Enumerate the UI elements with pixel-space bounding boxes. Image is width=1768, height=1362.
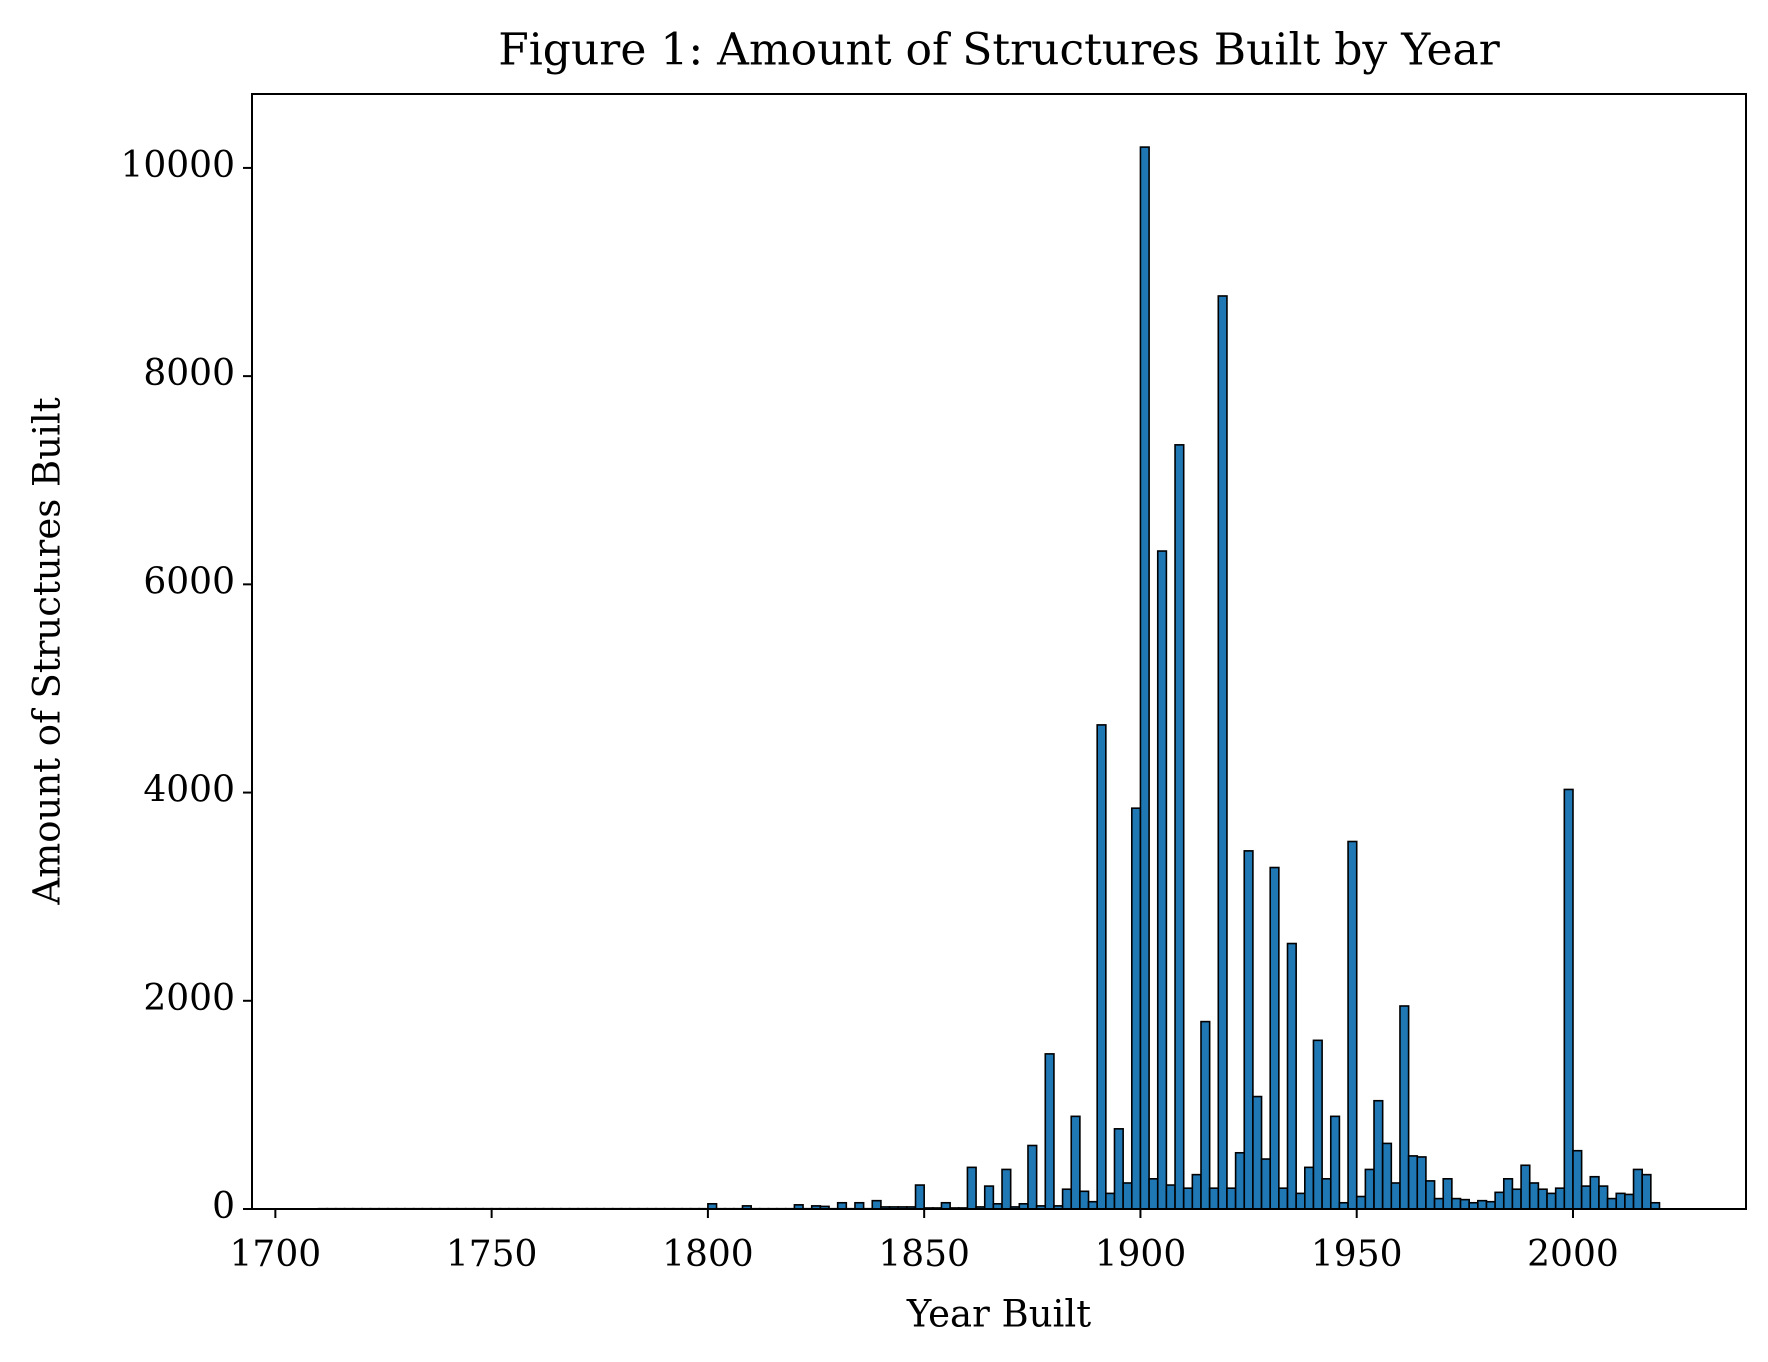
y-tick-label: 10000 <box>120 145 235 186</box>
bar <box>1044 1053 1055 1210</box>
bar <box>1234 1151 1246 1210</box>
bar <box>1425 1180 1436 1210</box>
bar <box>1606 1197 1618 1210</box>
x-tick-label: 1950 <box>1311 1234 1403 1275</box>
bar <box>1589 1175 1600 1210</box>
bar <box>1070 1115 1081 1210</box>
bar <box>1563 788 1574 1210</box>
bar <box>966 1166 977 1210</box>
bar <box>1390 1182 1401 1210</box>
bar <box>1079 1190 1090 1210</box>
y-tick-label: 6000 <box>143 561 235 602</box>
bar <box>1295 1192 1306 1210</box>
bar <box>1373 1099 1384 1210</box>
bar <box>1321 1178 1332 1210</box>
y-tick-label: 2000 <box>143 978 235 1019</box>
bar <box>1113 1128 1124 1210</box>
bar <box>1554 1187 1566 1210</box>
bar <box>1580 1185 1592 1210</box>
bar <box>1364 1168 1375 1210</box>
bar <box>1477 1199 1488 1210</box>
bar <box>1355 1195 1367 1210</box>
bar <box>1632 1168 1643 1210</box>
bar <box>1347 840 1358 1210</box>
bar <box>1494 1191 1505 1210</box>
bar <box>1156 550 1168 1210</box>
bar <box>1278 1187 1289 1210</box>
x-tick-label: 1800 <box>662 1234 754 1275</box>
bar <box>1200 1020 1211 1210</box>
bar <box>1520 1164 1531 1210</box>
bar <box>1304 1166 1315 1210</box>
bar <box>1165 1184 1176 1210</box>
bar <box>1139 146 1150 1210</box>
bar <box>1001 1168 1012 1210</box>
bar <box>1252 1095 1263 1210</box>
bar <box>1061 1188 1073 1210</box>
bar <box>1329 1115 1341 1210</box>
bar <box>1537 1188 1548 1210</box>
bar <box>1027 1144 1038 1210</box>
bar <box>1174 444 1185 1210</box>
x-tick-label: 1750 <box>446 1234 538 1275</box>
bar <box>1122 1182 1133 1210</box>
bar <box>1130 807 1142 1210</box>
bar <box>914 1184 925 1210</box>
bar <box>871 1199 882 1210</box>
bar <box>1598 1185 1609 1210</box>
bar <box>1615 1192 1626 1210</box>
bar <box>1485 1200 1496 1210</box>
bar <box>1528 1182 1540 1210</box>
y-tick-label: 4000 <box>143 770 235 811</box>
bar <box>1096 724 1107 1210</box>
bar <box>1572 1149 1583 1210</box>
bar <box>983 1185 995 1210</box>
bar <box>1511 1188 1522 1210</box>
bar <box>1451 1197 1462 1210</box>
bar <box>1243 850 1254 1210</box>
bar <box>1182 1187 1194 1210</box>
x-axis-label: Year Built <box>906 1293 1091 1336</box>
bar <box>1546 1192 1557 1210</box>
bar <box>1148 1178 1159 1210</box>
bar <box>1399 1005 1410 1210</box>
bar <box>1502 1178 1514 1210</box>
bar <box>1191 1173 1202 1210</box>
y-axis-label: Amount of Structures Built <box>26 397 69 905</box>
bar <box>1208 1187 1220 1210</box>
x-tick-label: 1700 <box>230 1234 322 1275</box>
x-tick-label: 2000 <box>1527 1234 1619 1275</box>
x-tick-label: 1850 <box>878 1234 970 1275</box>
plot-frame <box>251 93 1747 1210</box>
bar <box>1217 295 1228 1210</box>
bar <box>1442 1178 1453 1210</box>
bar <box>1641 1173 1652 1210</box>
y-tick-label: 8000 <box>143 353 235 394</box>
bar <box>1381 1142 1393 1210</box>
y-tick-label: 0 <box>212 1186 235 1227</box>
chart-title: Figure 1: Amount of Structures Built by … <box>498 25 1501 76</box>
bar <box>1087 1200 1098 1210</box>
bar <box>1269 866 1280 1210</box>
x-tick-label: 1900 <box>1095 1234 1187 1275</box>
bar <box>1226 1187 1237 1210</box>
bar <box>1286 942 1297 1210</box>
bar <box>1260 1158 1272 1210</box>
bar <box>1312 1039 1323 1210</box>
bar <box>1416 1156 1427 1210</box>
bar <box>1624 1193 1635 1210</box>
bar <box>1459 1198 1470 1210</box>
bar <box>1433 1197 1445 1210</box>
bar <box>1105 1192 1116 1210</box>
bar <box>1407 1155 1419 1210</box>
